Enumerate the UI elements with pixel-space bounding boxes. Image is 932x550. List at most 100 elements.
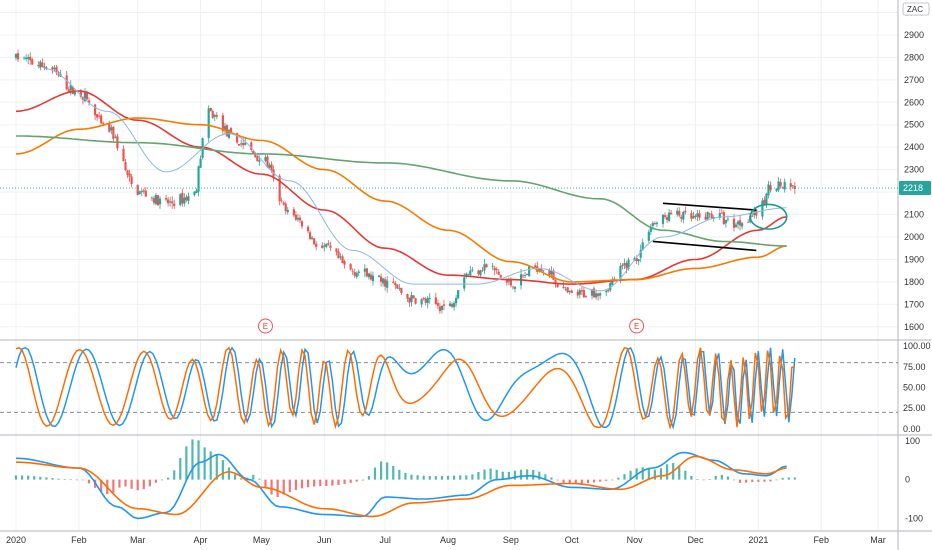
- candle[interactable]: [655, 221, 659, 228]
- candle[interactable]: [250, 140, 253, 152]
- candle[interactable]: [647, 229, 650, 244]
- candle[interactable]: [597, 292, 600, 301]
- candle[interactable]: [410, 291, 413, 307]
- candle[interactable]: [769, 181, 772, 193]
- candle[interactable]: [138, 190, 141, 195]
- candle[interactable]: [311, 235, 314, 240]
- candle[interactable]: [578, 288, 581, 299]
- candle[interactable]: [355, 271, 358, 279]
- candle[interactable]: [341, 254, 344, 264]
- candle[interactable]: [452, 301, 456, 311]
- candle[interactable]: [426, 296, 429, 309]
- candle[interactable]: [408, 297, 411, 307]
- candle[interactable]: [477, 269, 480, 276]
- candle[interactable]: [448, 300, 452, 307]
- candle[interactable]: [16, 49, 20, 62]
- candle[interactable]: [592, 286, 596, 299]
- candle[interactable]: [684, 206, 687, 215]
- candle[interactable]: [513, 286, 517, 293]
- candle[interactable]: [708, 212, 711, 219]
- candle[interactable]: [183, 193, 186, 207]
- candle[interactable]: [29, 52, 32, 65]
- candle[interactable]: [412, 295, 415, 299]
- candle[interactable]: [564, 286, 567, 292]
- candle[interactable]: [294, 211, 297, 222]
- candle[interactable]: [280, 197, 283, 203]
- earnings-marker[interactable]: E: [629, 318, 645, 334]
- candle[interactable]: [779, 178, 782, 188]
- candle[interactable]: [300, 219, 304, 229]
- candle[interactable]: [284, 201, 287, 215]
- candle[interactable]: [641, 238, 644, 251]
- candle[interactable]: [325, 243, 328, 249]
- candle[interactable]: [382, 277, 385, 287]
- candle[interactable]: [100, 113, 103, 125]
- candle[interactable]: [528, 265, 531, 278]
- candle[interactable]: [327, 240, 330, 246]
- candle[interactable]: [720, 208, 723, 214]
- candle[interactable]: [369, 271, 373, 281]
- candle[interactable]: [353, 268, 356, 278]
- candle[interactable]: [306, 224, 310, 234]
- candle[interactable]: [193, 191, 196, 197]
- candle[interactable]: [761, 198, 764, 220]
- candle[interactable]: [122, 145, 125, 162]
- candle[interactable]: [777, 177, 780, 193]
- candle[interactable]: [158, 196, 162, 209]
- candle[interactable]: [450, 302, 454, 309]
- candle[interactable]: [621, 263, 624, 270]
- candle[interactable]: [639, 244, 642, 263]
- candle[interactable]: [479, 269, 482, 278]
- candle[interactable]: [653, 221, 656, 226]
- candle[interactable]: [434, 292, 437, 305]
- candle[interactable]: [400, 287, 403, 296]
- candle[interactable]: [221, 112, 224, 136]
- candle[interactable]: [590, 288, 594, 300]
- candle[interactable]: [114, 134, 117, 139]
- candle[interactable]: [167, 197, 170, 207]
- candle[interactable]: [179, 193, 182, 207]
- candle[interactable]: [142, 188, 145, 194]
- candle[interactable]: [471, 266, 474, 273]
- candle[interactable]: [438, 302, 442, 314]
- candle[interactable]: [126, 169, 129, 179]
- candle[interactable]: [124, 159, 127, 172]
- candle[interactable]: [69, 80, 72, 96]
- candle[interactable]: [377, 274, 381, 278]
- macd-panel[interactable]: [14, 439, 796, 520]
- candle[interactable]: [199, 155, 202, 168]
- candle[interactable]: [694, 214, 697, 220]
- earnings-marker[interactable]: E: [257, 318, 273, 334]
- candle[interactable]: [732, 214, 736, 232]
- candle[interactable]: [96, 114, 99, 121]
- candle[interactable]: [130, 173, 133, 188]
- candle[interactable]: [282, 201, 285, 206]
- candle[interactable]: [386, 275, 389, 293]
- candle[interactable]: [197, 165, 200, 197]
- candle[interactable]: [286, 207, 289, 215]
- candle[interactable]: [181, 188, 184, 207]
- candle[interactable]: [523, 271, 527, 278]
- candle[interactable]: [25, 54, 28, 62]
- candle[interactable]: [755, 209, 758, 219]
- candle[interactable]: [676, 207, 679, 217]
- highlight-ellipse[interactable]: [749, 203, 788, 230]
- candle[interactable]: [215, 112, 218, 120]
- candle[interactable]: [152, 195, 156, 205]
- candle[interactable]: [98, 111, 101, 119]
- candle[interactable]: [710, 210, 713, 219]
- candle[interactable]: [511, 286, 515, 290]
- candle[interactable]: [211, 109, 214, 119]
- candle[interactable]: [661, 213, 665, 228]
- candle[interactable]: [349, 263, 352, 271]
- candle[interactable]: [169, 197, 172, 207]
- candle[interactable]: [736, 219, 740, 229]
- candle[interactable]: [783, 178, 786, 193]
- candle[interactable]: [329, 241, 332, 251]
- candle[interactable]: [23, 56, 26, 61]
- candle[interactable]: [698, 209, 701, 221]
- candle[interactable]: [457, 289, 460, 300]
- candle[interactable]: [394, 281, 397, 290]
- candle[interactable]: [266, 153, 269, 169]
